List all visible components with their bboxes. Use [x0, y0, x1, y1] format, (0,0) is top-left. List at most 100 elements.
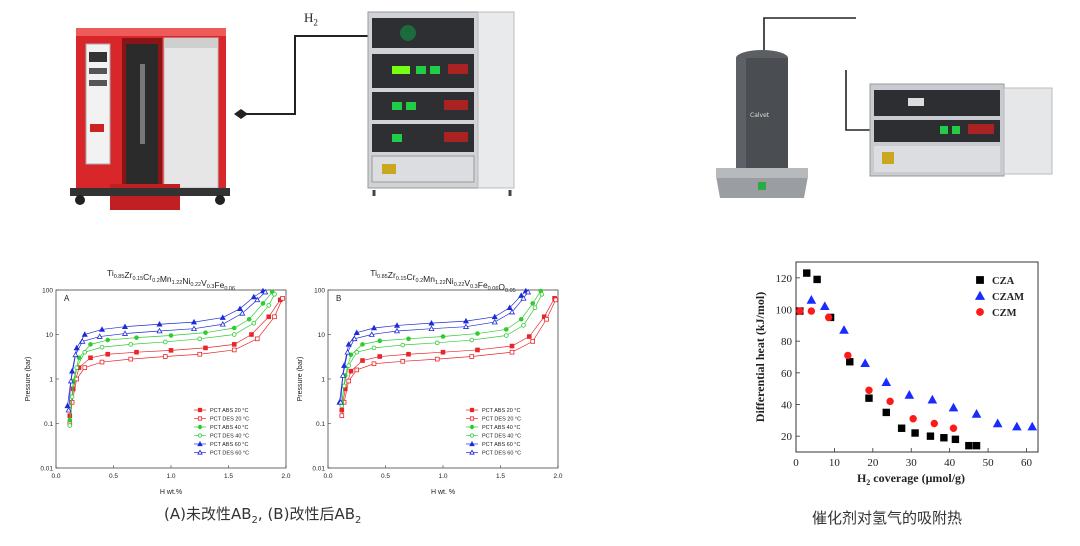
x-tick-label: 0.0: [51, 473, 60, 480]
data-point: [428, 325, 435, 332]
data-point: [266, 303, 272, 308]
data-point: [508, 308, 516, 315]
data-point: [796, 307, 804, 315]
legend-label: PCT ABS 20 °C: [210, 408, 249, 414]
data-point: [521, 323, 526, 328]
pct-apparatus-photo: [60, 4, 245, 214]
data-point: [81, 331, 88, 337]
plot-frame: [327, 289, 559, 469]
data-point: [949, 424, 958, 432]
legend-label: CZA: [992, 276, 1015, 287]
series-line: [67, 290, 264, 406]
data-point: [865, 394, 873, 402]
data-point: [69, 394, 75, 400]
series-czam: [806, 295, 1038, 431]
legend-marker: [469, 416, 475, 421]
legend-marker: [469, 441, 475, 447]
data-point: [203, 345, 208, 351]
legend-marker: [976, 308, 984, 316]
y-tick-label: 0.1: [316, 421, 325, 428]
data-point: [236, 305, 244, 311]
legend-label: PCT DES 60 °C: [210, 451, 249, 457]
data-point: [972, 441, 981, 450]
series-blue-4: [64, 287, 267, 409]
data-point: [246, 316, 252, 322]
data-point: [231, 332, 237, 337]
x-axis-label: H wt.%: [160, 489, 182, 496]
data-point: [371, 361, 377, 367]
data-point: [121, 323, 129, 329]
data-point: [940, 434, 948, 442]
data-point: [506, 304, 513, 311]
pct-chart-b: Ti0.85Zr0.15Cr0.2Mn1.22Ni0.22V0.3Fe0.06O…: [297, 268, 563, 496]
differential-heat-chart: 20 40 60 80 100 120 0 10 20 30 40 50 60 H2 coverage (…: [753, 261, 1039, 487]
data-point: [406, 351, 411, 357]
y-tick-label: 1: [49, 377, 53, 384]
data-point: [491, 313, 498, 320]
legend-label: PCT ABS 40 °C: [210, 425, 249, 431]
data-point: [520, 295, 527, 301]
data-point: [881, 377, 892, 387]
x-tick-label: 1.0: [438, 473, 447, 480]
h2-connector: [234, 35, 370, 119]
data-point: [806, 295, 817, 304]
data-point: [337, 399, 344, 405]
series-green-3: [67, 292, 277, 428]
x-tick-label: 2.0: [281, 473, 290, 480]
data-point: [951, 435, 960, 444]
x-tick-label: 0: [793, 457, 799, 469]
data-point: [406, 336, 411, 342]
data-point: [518, 316, 524, 322]
data-point: [156, 327, 163, 334]
y-tick-label: 60: [781, 368, 793, 380]
series-line: [69, 298, 283, 424]
gas-control-rack-illustration: [367, 11, 515, 196]
data-point: [341, 383, 347, 389]
legend-label: CZM: [992, 308, 1017, 319]
x-tick-label: 50: [983, 457, 995, 469]
calvet-calorimeter-photo: Calvet: [712, 48, 812, 208]
data-point: [530, 301, 536, 306]
data-point: [400, 358, 406, 364]
y-tick-label: 0.01: [40, 466, 53, 473]
data-point: [544, 316, 549, 322]
series-red-0: [67, 297, 283, 418]
x-tick-label: 1.0: [166, 473, 175, 480]
data-point: [254, 336, 260, 342]
y-axis-label: Differential heat (kJ/mol): [753, 292, 767, 422]
gas-control-rack-photo: [362, 8, 522, 196]
data-point: [99, 344, 105, 350]
data-point: [807, 307, 816, 315]
data-point: [105, 351, 111, 357]
data-point: [475, 347, 480, 353]
data-point: [341, 362, 348, 368]
data-point: [351, 335, 358, 342]
y-axis-label: Pressure (bar): [25, 357, 32, 402]
legend-marker: [197, 433, 203, 438]
data-point: [824, 313, 833, 322]
data-point: [1012, 421, 1022, 431]
caption-a-sub: 2: [251, 515, 258, 526]
data-point: [927, 394, 938, 404]
data-point: [897, 424, 906, 432]
data-point: [820, 301, 830, 311]
h2-label: H2: [304, 10, 318, 28]
data-point: [393, 327, 401, 334]
legend-label: PCT ABS 20 °C: [482, 408, 521, 414]
legend-marker: [197, 449, 203, 455]
legend-marker: [197, 407, 203, 413]
h2-label-sub: 2: [313, 17, 318, 28]
data-point: [346, 378, 351, 384]
data-point: [65, 406, 72, 413]
y-tick-label: 20: [781, 431, 793, 443]
data-point: [553, 297, 558, 303]
data-point: [128, 356, 134, 362]
data-point: [368, 331, 375, 337]
data-point: [393, 322, 401, 328]
data-point: [926, 432, 935, 440]
data-point: [262, 288, 269, 295]
data-point: [803, 269, 811, 277]
data-point: [860, 358, 870, 368]
series-czm: [796, 307, 958, 432]
data-point: [886, 397, 894, 406]
